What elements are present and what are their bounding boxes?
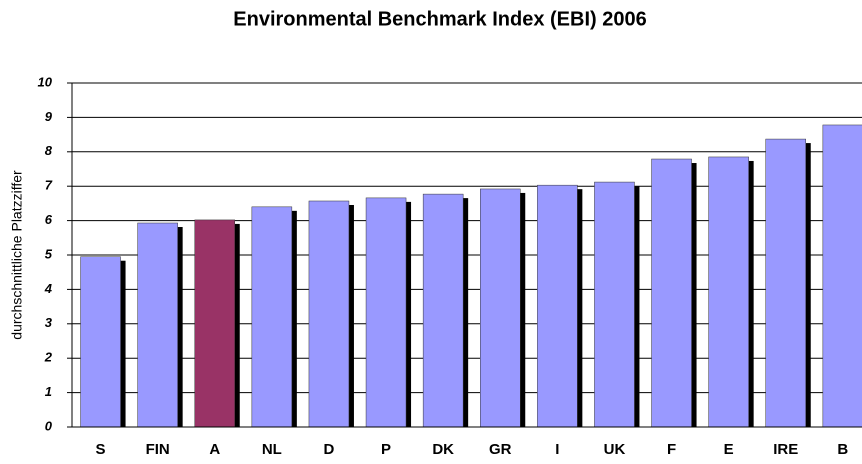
bar (822, 124, 862, 428)
x-tick-label: DK (432, 441, 454, 458)
y-tick-label: 1 (45, 384, 52, 399)
y-tick-label: 6 (45, 212, 53, 227)
y-tick-label: 8 (45, 143, 53, 158)
x-tick-label: GR (489, 441, 512, 458)
y-tick-label: 7 (45, 178, 53, 193)
y-axis-label: durchschnittliche Platzziffer (9, 170, 25, 340)
x-tick-label: UK (604, 441, 626, 458)
x-tick-label: S (96, 441, 106, 458)
y-tick-label: 0 (45, 418, 53, 433)
y-tick-label: 2 (44, 350, 53, 365)
bar (365, 197, 407, 428)
bar (651, 158, 692, 428)
bar (537, 184, 578, 428)
bar (765, 138, 806, 428)
bar (708, 156, 749, 428)
bar (80, 256, 121, 428)
x-tick-label: A (209, 441, 220, 458)
bar (594, 181, 635, 428)
y-tick-label: 9 (45, 109, 53, 124)
bar (251, 206, 293, 428)
x-tick-label: D (324, 441, 335, 458)
bar (308, 200, 350, 428)
chart-title: Environmental Benchmark Index (EBI) 2006 (233, 8, 646, 30)
x-tick-label: P (381, 441, 391, 458)
y-tick-label: 4 (44, 281, 53, 296)
x-tick-label: FIN (146, 441, 170, 458)
y-tick-label: 3 (45, 315, 53, 330)
x-tick-label: E (724, 441, 734, 458)
bar (137, 222, 178, 428)
x-tick-label: NL (262, 441, 282, 458)
bar (194, 219, 235, 428)
bar (480, 188, 521, 428)
bar (422, 193, 464, 428)
x-tick-label: B (837, 441, 848, 458)
y-tick-label: 5 (45, 246, 53, 261)
y-tick-label: 10 (38, 74, 53, 89)
x-tick-label: I (555, 441, 559, 458)
x-tick-label: IRE (773, 441, 798, 458)
x-tick-label: F (667, 441, 676, 458)
